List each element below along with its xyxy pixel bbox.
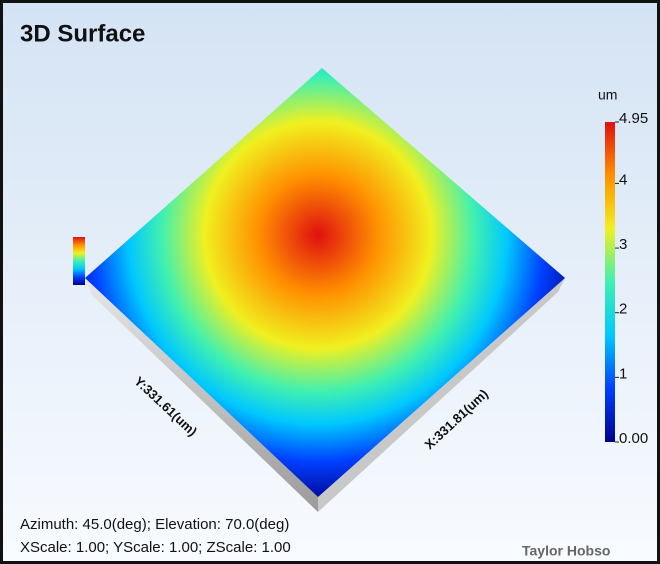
surface [85,68,565,497]
chart-title: 3D Surface [20,20,145,47]
brand: Taylor Hobso [522,543,610,559]
colorbar-tick-label: 2 [619,301,627,318]
view-info: XScale: 1.00; YScale: 1.00; ZScale: 1.00 [20,539,291,556]
colorbar [605,122,615,442]
colorbar-tick-label: 0.00 [619,430,648,447]
colorbar-tick-label: 4.95 [619,110,648,127]
view-info: Azimuth: 45.0(deg); Elevation: 70.0(deg) [20,516,289,533]
colorbar-label: um [598,87,617,103]
colorbar-tick-label: 3 [619,236,627,253]
surface-side [318,278,565,512]
surface-side [85,278,318,512]
colorbar-tick-label: 4 [619,171,627,188]
colorbar-tick-label: 1 [619,365,627,382]
mini-colorbar [73,237,85,285]
